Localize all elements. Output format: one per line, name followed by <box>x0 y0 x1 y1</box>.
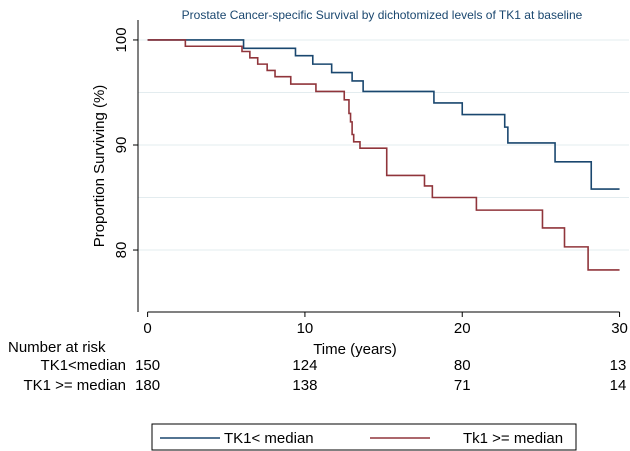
chart-title: Prostate Cancer-specific Survival by dic… <box>182 8 583 22</box>
y-tick-label: 100 <box>113 27 130 52</box>
x-tick-label: 0 <box>143 320 151 337</box>
survival-curve <box>147 39 620 190</box>
x-tick-label: 30 <box>611 320 628 337</box>
survival-curve <box>147 39 620 271</box>
risk-count: 80 <box>454 357 471 374</box>
risk-count: 14 <box>610 377 627 394</box>
y-tick-label: 80 <box>113 242 130 259</box>
risk-count: 124 <box>292 357 317 374</box>
x-tick-label: 10 <box>297 320 314 337</box>
legend-box <box>151 423 577 451</box>
x-axis-label: Time (years) <box>313 341 397 358</box>
risk-count: 138 <box>292 377 317 394</box>
y-tick-label: 90 <box>113 137 130 154</box>
risk-count: 13 <box>610 357 627 374</box>
risk-count: 180 <box>135 377 160 394</box>
x-tick-label: 20 <box>454 320 471 337</box>
risk-title: Number at risk <box>8 339 106 356</box>
risk-count: 150 <box>135 357 160 374</box>
legend-label: Tk1 >= median <box>463 430 563 447</box>
risk-row-label: TK1<median <box>41 357 126 374</box>
risk-row-label: TK1 >= median <box>23 377 126 394</box>
legend-label: TK1< median <box>224 430 314 447</box>
risk-count: 71 <box>454 377 471 394</box>
y-axis-label: Proportion Surviving (%) <box>91 85 108 248</box>
